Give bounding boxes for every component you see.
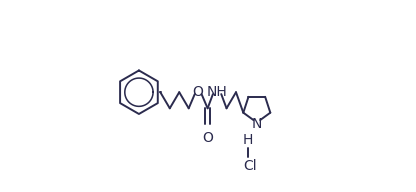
Text: Cl: Cl [243, 159, 256, 173]
Text: N: N [252, 117, 262, 131]
Text: H: H [243, 133, 253, 147]
Text: NH: NH [207, 85, 228, 99]
Text: O: O [202, 131, 213, 145]
Text: O: O [193, 85, 203, 99]
